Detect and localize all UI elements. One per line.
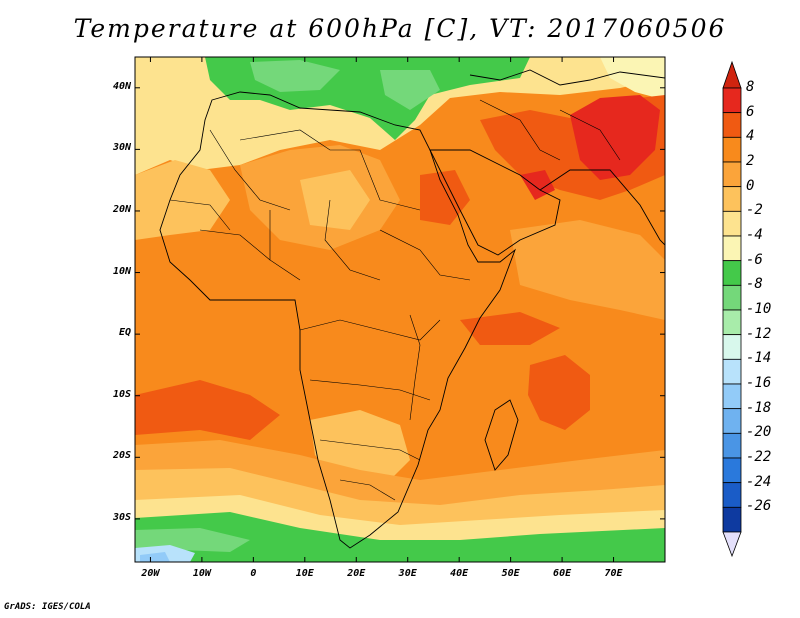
colorbar-level-label: 8 bbox=[746, 79, 755, 95]
lon-tick-label: 10W bbox=[192, 568, 211, 579]
colorbar-swatch bbox=[722, 408, 742, 434]
lat-tick-label: EQ bbox=[118, 327, 131, 339]
lon-tick-label: 20E bbox=[347, 568, 366, 579]
colorbar-level-label: -22 bbox=[746, 449, 772, 465]
colorbar-level-label: 4 bbox=[746, 128, 755, 145]
plot-frame bbox=[134, 56, 666, 563]
lon-tick-label: 0 bbox=[250, 568, 257, 579]
colorbar-swatch bbox=[722, 284, 742, 311]
colorbar-level-label: -10 bbox=[746, 301, 772, 317]
coastlines bbox=[159, 69, 665, 549]
colorbar-swatch bbox=[722, 432, 742, 459]
lon-tick-label: 70E bbox=[604, 568, 623, 579]
field-hot-gulf bbox=[520, 170, 555, 200]
colorbar-swatch bbox=[722, 506, 742, 533]
field-cool-ne bbox=[600, 57, 665, 100]
lon-tick-label: 10E bbox=[295, 568, 314, 579]
colorbar bbox=[722, 60, 742, 558]
field-cold-north-3 bbox=[380, 70, 440, 110]
colorbar-level-label: -18 bbox=[746, 399, 772, 416]
field-cold-north-2 bbox=[250, 60, 340, 92]
colorbar-level-label: 2 bbox=[746, 153, 755, 169]
colorbar-level-label: -12 bbox=[746, 325, 772, 342]
field-light-central bbox=[300, 170, 370, 230]
colorbar-swatch bbox=[722, 161, 742, 188]
colorbar-level-label: -2 bbox=[746, 202, 763, 219]
colorbar-level-label: -14 bbox=[746, 350, 772, 367]
field-cold-south bbox=[135, 512, 665, 562]
country-borders bbox=[169, 99, 621, 501]
colorbar-swatch bbox=[722, 457, 742, 484]
colorbar-swatch bbox=[722, 112, 742, 138]
field-light-arabian-sea bbox=[510, 220, 665, 320]
colorbar-level-label: -6 bbox=[746, 251, 763, 268]
field-hot-atlantic bbox=[135, 380, 280, 440]
lon-tick-label: 50E bbox=[501, 568, 520, 579]
colorbar-swatch bbox=[722, 136, 742, 163]
lat-tick-label: 10S bbox=[112, 388, 131, 400]
lat-tick-label: 30S bbox=[112, 511, 131, 523]
field-hot-ocean-2 bbox=[460, 312, 560, 345]
colorbar-level-label: -8 bbox=[746, 276, 763, 293]
colorbar-bottom-arrow bbox=[722, 531, 742, 558]
lat-tick-label: 10N bbox=[112, 265, 131, 277]
field-hot-sahel bbox=[420, 170, 470, 225]
colorbar-swatch bbox=[722, 87, 742, 114]
lat-tick-label: 20N bbox=[112, 203, 131, 215]
colorbar-top-arrow bbox=[722, 60, 742, 89]
axis-ticks bbox=[135, 57, 665, 562]
colorbar-swatch bbox=[722, 334, 742, 360]
chart-title: Temperature at 600hPa [C], VT: 201706050… bbox=[73, 14, 727, 43]
colorbar-swatch bbox=[722, 383, 742, 410]
lon-tick-label: 60E bbox=[553, 568, 572, 579]
colorbar-swatch bbox=[722, 260, 742, 286]
colorbar-swatch bbox=[722, 309, 742, 336]
lon-tick-label: 20W bbox=[141, 568, 160, 579]
colorbar-swatch bbox=[722, 210, 742, 237]
colorbar-level-label: -16 bbox=[746, 375, 772, 391]
colorbar-level-label: 6 bbox=[746, 103, 755, 120]
credit-text: GrADS: IGES/COLA bbox=[4, 602, 91, 612]
field-light-west bbox=[135, 160, 230, 240]
lat-tick-label: 20S bbox=[112, 450, 131, 462]
lon-tick-label: 30E bbox=[398, 568, 417, 579]
field-very-hot-pakistan bbox=[570, 95, 660, 180]
lon-tick-label: 40E bbox=[450, 568, 469, 579]
colorbar-swatch bbox=[722, 235, 742, 262]
colorbar-level-label: -24 bbox=[746, 473, 772, 490]
field-coldest-south-2 bbox=[140, 552, 170, 562]
colorbar-level-label: -4 bbox=[746, 227, 763, 243]
lat-tick-label: 40N bbox=[112, 80, 131, 92]
colorbar-level-label: -20 bbox=[746, 424, 772, 441]
colorbar-level-label: 0 bbox=[746, 177, 755, 194]
colorbar-swatch bbox=[722, 186, 742, 212]
lat-tick-label: 30N bbox=[112, 142, 131, 154]
colorbar-level-label: -26 bbox=[746, 498, 772, 515]
colorbar-swatch bbox=[722, 482, 742, 508]
field-hot-indian-ocean bbox=[528, 355, 590, 430]
colorbar-swatch bbox=[722, 358, 742, 385]
